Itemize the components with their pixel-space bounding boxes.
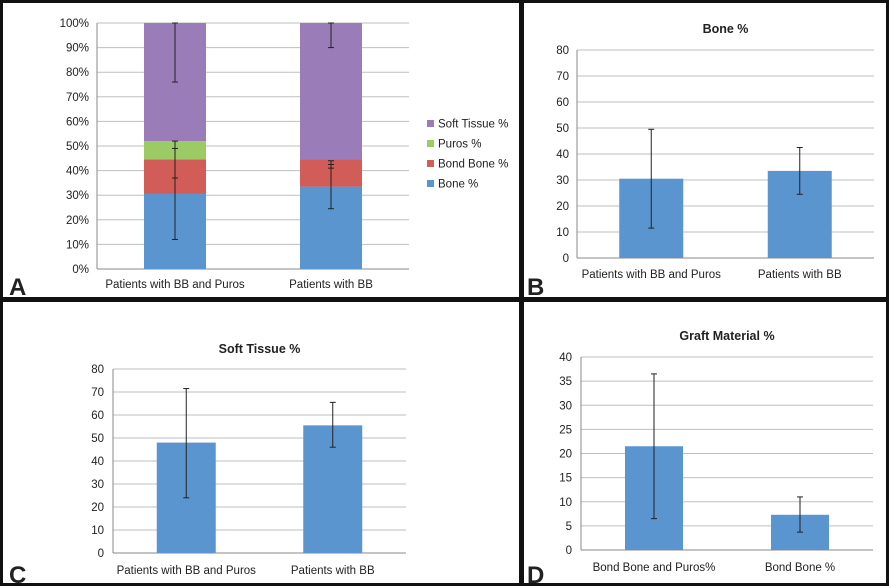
panel-letter: C (9, 562, 26, 586)
x-category-label: Patients with BB and Puros (582, 269, 722, 281)
panel-letter: D (527, 562, 544, 586)
y-tick-label: 60 (556, 97, 569, 109)
y-tick-label: 50 (556, 123, 569, 135)
legend-swatch (427, 180, 434, 187)
y-tick-label: 35 (559, 376, 572, 388)
y-tick-label: 15 (559, 473, 572, 485)
y-tick-label: 70 (556, 71, 569, 83)
y-tick-label: 90% (66, 43, 89, 55)
y-tick-label: 20 (556, 201, 569, 213)
x-category-label: Patients with BB (289, 279, 373, 291)
y-tick-label: 0% (72, 264, 89, 276)
chart-title: Soft Tissue % (219, 342, 301, 356)
legend-label: Puros % (438, 139, 481, 151)
y-tick-label: 80 (91, 364, 104, 376)
x-category-label: Bond Bone and Puros% (593, 562, 716, 574)
y-tick-label: 0 (563, 253, 569, 265)
y-tick-label: 10 (91, 525, 104, 537)
y-tick-label: 0 (98, 548, 104, 560)
x-category-label: Patients with BB and Puros (117, 565, 257, 577)
y-tick-label: 20% (66, 215, 89, 227)
y-tick-label: 40 (559, 352, 572, 364)
y-tick-label: 100% (60, 18, 89, 30)
panel-letter: B (527, 274, 544, 301)
legend-swatch (427, 140, 434, 147)
y-tick-label: 0 (566, 545, 572, 557)
legend-swatch (427, 120, 434, 127)
x-category-label: Patients with BB (758, 269, 842, 281)
y-tick-label: 30 (559, 400, 572, 412)
y-tick-label: 30 (556, 175, 569, 187)
y-tick-label: 40% (66, 166, 89, 178)
panel-letter: A (9, 274, 26, 301)
y-tick-label: 30% (66, 190, 89, 202)
legend-swatch (427, 160, 434, 167)
horizontal-divider (0, 297, 889, 302)
legend-label: Bone % (438, 179, 478, 191)
y-tick-label: 10 (559, 497, 572, 509)
chart-title: Graft Material % (679, 329, 774, 343)
y-tick-label: 30 (91, 479, 104, 491)
y-tick-label: 20 (91, 502, 104, 514)
y-tick-label: 80% (66, 67, 89, 79)
y-tick-label: 20 (559, 449, 572, 461)
y-tick-label: 70% (66, 92, 89, 104)
x-category-label: Patients with BB (291, 565, 375, 577)
vertical-divider (519, 0, 524, 586)
y-tick-label: 10% (66, 239, 89, 251)
chart-title: Bone % (703, 22, 749, 36)
y-tick-label: 50% (66, 141, 89, 153)
y-tick-label: 60% (66, 116, 89, 128)
legend-label: Soft Tissue % (438, 119, 508, 131)
y-tick-label: 40 (556, 149, 569, 161)
y-tick-label: 25 (559, 424, 572, 436)
y-tick-label: 5 (566, 521, 572, 533)
y-tick-label: 80 (556, 45, 569, 57)
x-category-label: Bond Bone % (765, 562, 835, 574)
y-tick-label: 60 (91, 410, 104, 422)
legend-label: Bond Bone % (438, 159, 508, 171)
y-tick-label: 10 (556, 227, 569, 239)
y-tick-label: 70 (91, 387, 104, 399)
y-tick-label: 40 (91, 456, 104, 468)
y-tick-label: 50 (91, 433, 104, 445)
x-category-label: Patients with BB and Puros (105, 279, 245, 291)
